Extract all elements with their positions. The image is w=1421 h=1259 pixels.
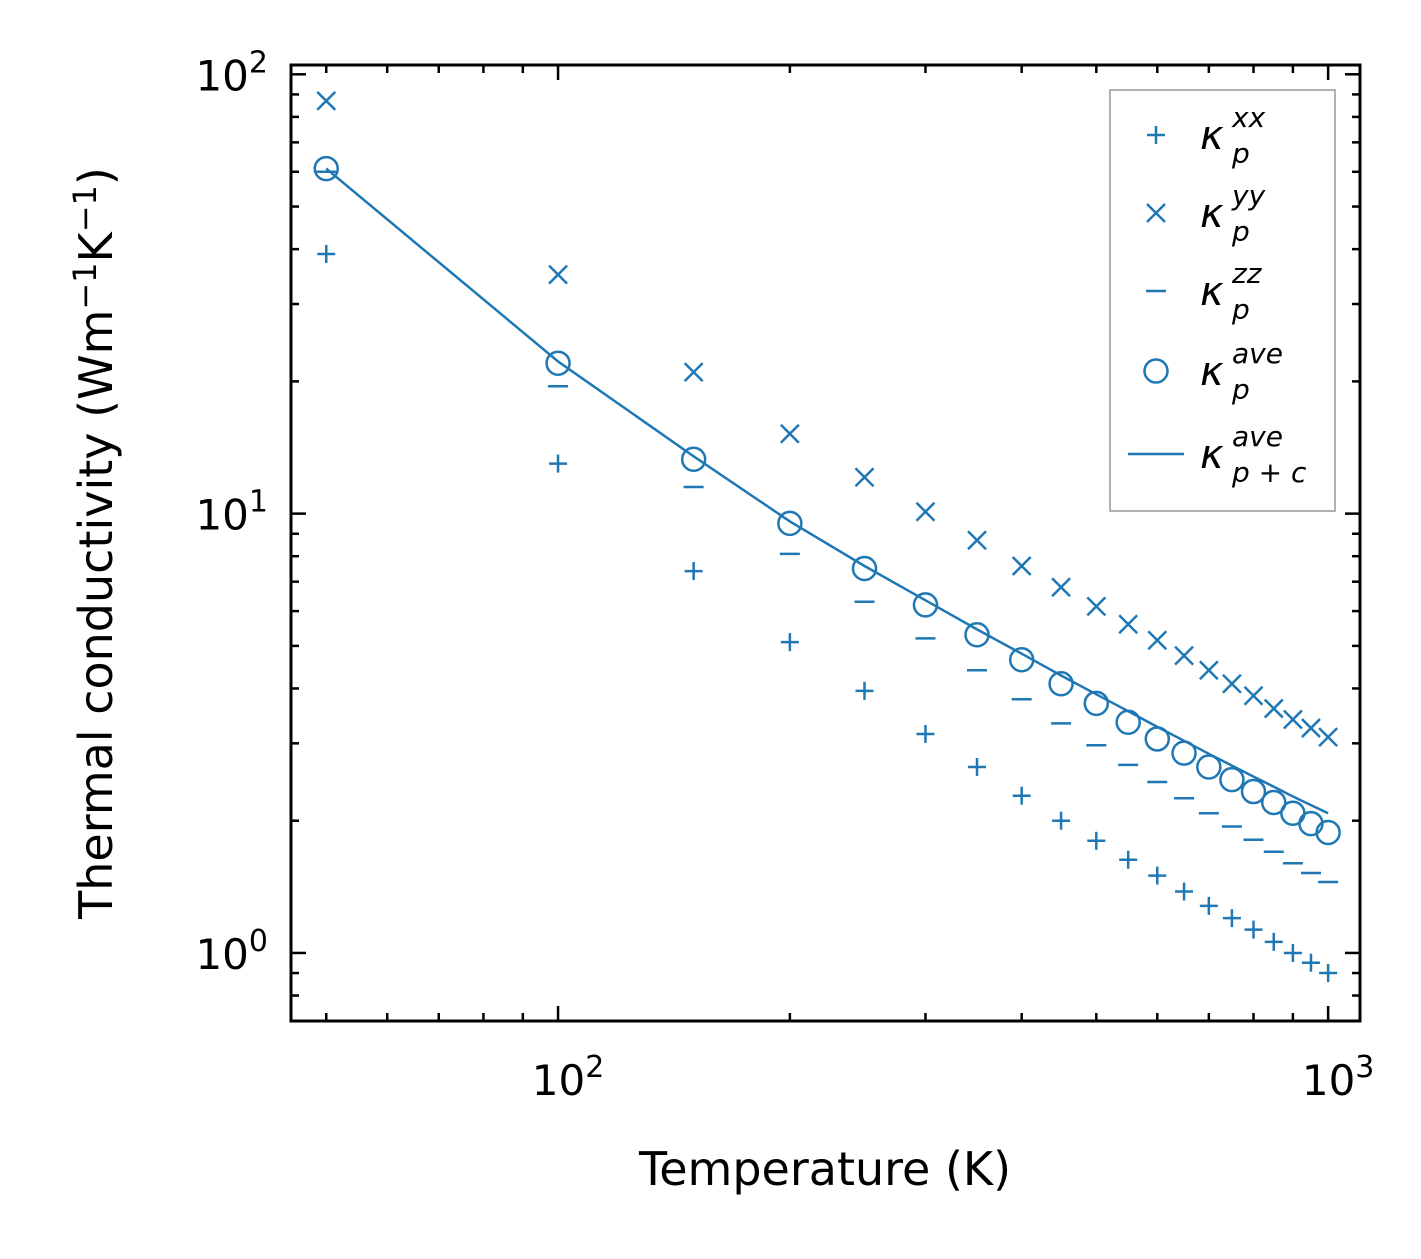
- x-tick-label: 103: [1302, 1050, 1375, 1105]
- point-kappa_p_yy: [779, 423, 800, 444]
- x-axis-label: Temperature (K): [638, 1142, 1011, 1196]
- point-kappa_p_ave: [313, 155, 339, 182]
- tick-labels: 102 103 100 101 102: [195, 45, 1374, 1105]
- legend-label-kappa_p_zz: κ zz p: [1200, 257, 1263, 326]
- point-kappa_p_yy: [1222, 673, 1242, 694]
- point-kappa_p_yy: [316, 90, 337, 111]
- point-kappa_p_yy: [1011, 556, 1032, 576]
- point-kappa_p_yy: [854, 467, 875, 488]
- legend-frame: [1109, 89, 1336, 512]
- point-kappa_p_yy: [683, 362, 704, 382]
- plot-area: [313, 90, 1341, 983]
- point-kappa_p_xx: [1319, 964, 1338, 983]
- point-kappa_p_ave: [545, 350, 571, 376]
- point-kappa_p_yy: [915, 501, 936, 522]
- series-kappa_p_zz: [316, 170, 1339, 884]
- point-kappa_p_xx: [1087, 831, 1106, 850]
- point-kappa_p_ave: [680, 446, 707, 472]
- point-kappa_p_ave: [1315, 819, 1341, 846]
- point-kappa_p_xx: [684, 562, 703, 581]
- legend: κ xx p κ yy p κ zz p κ ave p κ ave p + c: [1109, 89, 1336, 512]
- point-kappa_p_yy: [1318, 727, 1339, 747]
- point-kappa_p_yy: [1263, 698, 1284, 719]
- point-kappa_p_ave: [1048, 670, 1074, 697]
- x-tick-label: 102: [532, 1050, 605, 1105]
- y-axis-label-sup2: −1: [66, 185, 104, 232]
- point-kappa_p_xx: [780, 633, 799, 652]
- point-kappa_p_xx: [1199, 896, 1218, 915]
- y-tick-label: 100: [195, 924, 268, 979]
- point-kappa_p_xx: [1264, 932, 1283, 951]
- y-axis-label-suffix: ): [69, 167, 123, 185]
- legend-label-kappa_p_xx: κ xx p: [1200, 101, 1266, 170]
- point-kappa_p_ave: [777, 510, 803, 537]
- point-kappa_p_xx: [855, 681, 874, 700]
- legend-label-kappa_p_ave: κ ave p: [1200, 337, 1283, 406]
- y-tick-label: 102: [195, 45, 268, 100]
- point-kappa_p_yy: [1198, 660, 1219, 681]
- point-kappa_p_xx: [1119, 850, 1138, 869]
- point-kappa_p_yy: [1243, 685, 1264, 706]
- legend-marker-kappa_p_yy: [1146, 203, 1166, 223]
- point-kappa_p_xx: [1244, 920, 1263, 939]
- point-kappa_p_yy: [1051, 577, 1071, 598]
- point-kappa_p_xx: [968, 758, 987, 777]
- point-kappa_p_ave: [1261, 789, 1287, 816]
- point-kappa_p_xx: [1012, 786, 1031, 805]
- point-kappa_p_ave: [912, 592, 939, 618]
- point-kappa_p_xx: [1148, 866, 1167, 885]
- point-kappa_p_xx: [916, 725, 935, 744]
- point-kappa_p_ave: [851, 555, 878, 582]
- y-axis-label-mid: K: [69, 230, 123, 262]
- point-kappa_p_xx: [1283, 943, 1302, 962]
- point-kappa_p_yy: [967, 530, 987, 551]
- point-kappa_p_ave: [1240, 778, 1267, 805]
- point-kappa_p_yy: [1174, 645, 1194, 666]
- point-kappa_p_xx: [1175, 882, 1194, 901]
- point-kappa_p_ave: [1008, 646, 1035, 673]
- point-kappa_p_yy: [1118, 614, 1139, 635]
- point-kappa_p_ave: [1196, 754, 1222, 780]
- legend-label-kappa_p_yy: κ yy p: [1200, 179, 1266, 248]
- point-kappa_p_xx: [1052, 811, 1071, 830]
- y-axis-label-prefix: Thermal conductivity (Wm: [69, 310, 123, 920]
- y-axis-label: Thermal conductivity (Wm−1K−1): [66, 167, 123, 920]
- point-kappa_p_ave: [1219, 766, 1245, 793]
- series-kappa_pc_ave: [325, 167, 1329, 815]
- plot-frame: [289, 63, 1362, 1023]
- point-kappa_p_yy: [1283, 709, 1303, 730]
- series-line-kappa_pc_ave: [325, 167, 1329, 815]
- legend-marker-kappa_p_ave: [1143, 358, 1169, 384]
- point-kappa_p_xx: [317, 244, 336, 263]
- point-kappa_p_ave: [1083, 690, 1110, 717]
- y-tick-label: 101: [195, 485, 268, 540]
- point-kappa_p_xx: [1301, 953, 1320, 972]
- point-kappa_p_yy: [1147, 630, 1168, 651]
- point-kappa_p_yy: [1086, 596, 1107, 617]
- series-kappa_p_yy: [316, 90, 1339, 747]
- legend-label-kappa_pc_ave: κ ave p + c: [1200, 420, 1307, 489]
- y-axis-label-sup1: −1: [66, 262, 104, 309]
- point-kappa_p_xx: [549, 454, 568, 473]
- legend-marker-kappa_p_xx: [1147, 126, 1165, 144]
- point-kappa_p_yy: [548, 264, 568, 285]
- series-kappa_p_ave: [313, 155, 1341, 846]
- point-kappa_p_yy: [1301, 718, 1321, 738]
- point-kappa_p_xx: [1222, 909, 1241, 928]
- series-kappa_p_xx: [317, 244, 1338, 983]
